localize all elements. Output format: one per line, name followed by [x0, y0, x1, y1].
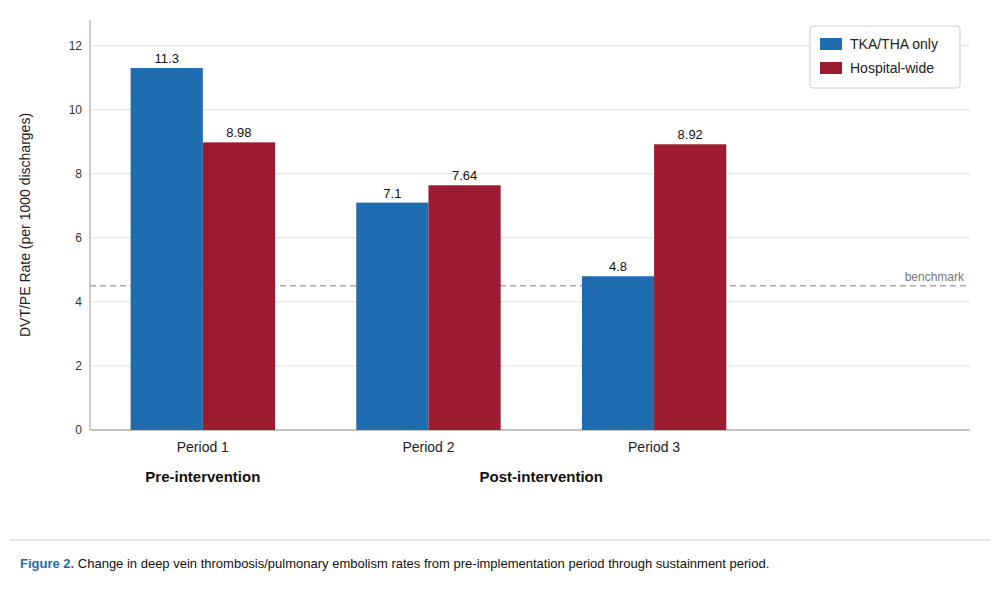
y-tick-label: 10 — [69, 103, 83, 117]
legend-swatch — [820, 62, 842, 74]
group-label: Post-intervention — [480, 468, 603, 485]
data-label: 8.92 — [678, 127, 703, 142]
legend-swatch — [820, 38, 842, 50]
group-label: Pre-intervention — [145, 468, 260, 485]
data-label: 7.1 — [383, 186, 401, 201]
legend-box — [810, 26, 960, 88]
caption: Figure 2. Change in deep vein thrombosis… — [20, 556, 769, 571]
y-tick-label: 2 — [75, 359, 82, 373]
data-label: 11.3 — [155, 51, 179, 66]
y-tick-label: 12 — [69, 39, 83, 53]
benchmark-label: benchmark — [905, 270, 965, 284]
y-axis-label: DVT/PE Rate (per 1000 discharges) — [17, 113, 33, 337]
y-tick-label: 6 — [75, 231, 82, 245]
bar — [131, 68, 203, 430]
y-tick-label: 4 — [75, 295, 82, 309]
bar — [203, 142, 275, 430]
bar — [356, 203, 428, 430]
y-tick-label: 0 — [75, 423, 82, 437]
data-label: 7.64 — [452, 168, 477, 183]
plot-area — [90, 68, 970, 430]
bar — [582, 276, 654, 430]
caption-text: Change in deep vein thrombosis/pulmonary… — [74, 556, 769, 571]
caption-label: Figure 2. — [20, 556, 74, 571]
grid-line — [90, 109, 970, 110]
x-tick-label: Period 3 — [628, 439, 680, 455]
data-label: 8.98 — [226, 125, 251, 140]
x-tick-label: Period 1 — [177, 439, 229, 455]
x-tick-label: Period 2 — [402, 439, 454, 455]
caption-rule — [10, 540, 990, 541]
bar — [428, 185, 500, 430]
y-axis-line — [90, 20, 91, 430]
legend: TKA/THA only Hospital-wide — [810, 26, 960, 88]
chart: 0 2 4 6 8 10 12 DVT/PE Rate (per 1000 discharge… — [0, 0, 1000, 590]
data-label: 4.8 — [609, 259, 627, 274]
y-tick-label: 8 — [75, 167, 82, 181]
legend-label: Hospital-wide — [850, 60, 934, 76]
legend-label: TKA/THA only — [850, 36, 938, 52]
bar — [654, 144, 726, 430]
